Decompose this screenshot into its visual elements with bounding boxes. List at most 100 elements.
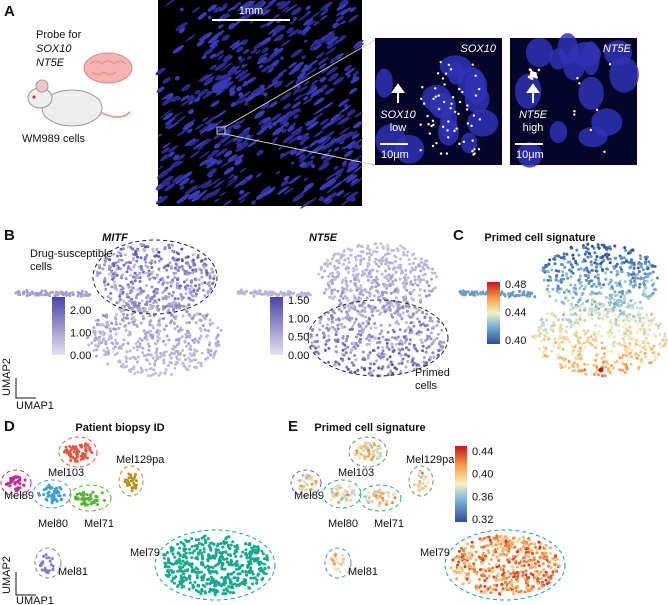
cell-point (403, 295, 407, 299)
tissue-blob (305, 67, 317, 76)
cell-point (232, 552, 236, 556)
cell-point (403, 341, 407, 344)
cell-point (123, 308, 126, 312)
cell-point (235, 567, 238, 571)
cluster-label: Mel103 (48, 467, 84, 479)
cell-point (425, 281, 429, 285)
cell-point (634, 344, 638, 348)
cell-point (82, 293, 86, 297)
cell-point (426, 334, 429, 338)
cell-point (417, 263, 421, 267)
cell-point (370, 457, 374, 461)
colorbar (52, 297, 65, 355)
cell-point (550, 268, 554, 272)
cell-point (394, 255, 398, 259)
cell-point (510, 293, 514, 297)
cell-point (424, 475, 428, 479)
cell-point (174, 271, 178, 275)
cell-point (92, 326, 96, 330)
tissue-blob (349, 7, 356, 13)
cell-point (411, 312, 415, 316)
tissue-blob (267, 67, 274, 74)
cell-point (403, 329, 407, 333)
cell-point (347, 271, 351, 274)
cell-point (642, 316, 646, 320)
cell-point (404, 278, 408, 282)
tissue-blob (207, 188, 221, 198)
cell-point (73, 459, 77, 463)
cell-point (193, 544, 197, 548)
cell-point (170, 243, 174, 247)
cell-point (327, 334, 331, 338)
tissue-blob (203, 47, 215, 56)
cell-point (349, 279, 353, 283)
cell-point (134, 323, 138, 327)
cell-point (554, 341, 558, 345)
cell-point (375, 246, 379, 250)
cell-point (479, 291, 483, 295)
cell-point (256, 549, 260, 553)
cell-point (162, 556, 166, 560)
cell-point (188, 577, 192, 581)
cell-point (261, 552, 265, 556)
tissue-blob (198, 150, 211, 159)
cell-point (420, 257, 424, 261)
cell-point (381, 291, 385, 294)
cell-point (618, 279, 622, 283)
cell-point (372, 441, 376, 445)
cell-point (47, 556, 51, 560)
cell-point (114, 320, 118, 324)
cell-point (187, 562, 191, 566)
cell-point (101, 267, 105, 271)
cell-point (413, 483, 416, 487)
tissue-blob (324, 101, 334, 108)
cell-point (174, 315, 178, 319)
cell-point (153, 254, 157, 258)
cell-point (402, 285, 406, 289)
cell-point (122, 247, 125, 251)
cell-point (426, 328, 430, 332)
tissue-blob (235, 69, 249, 80)
cell-point (504, 580, 508, 584)
tissue-blob (201, 180, 212, 189)
cell-point (468, 562, 471, 566)
cell-point (505, 551, 509, 555)
cell-point (196, 567, 200, 571)
cell-point (406, 359, 410, 363)
cell-point (97, 342, 101, 346)
cell-point (104, 350, 108, 354)
cell-point (575, 248, 579, 252)
cell-point (173, 555, 177, 559)
cell-point (421, 349, 425, 353)
cell-point (538, 326, 542, 330)
cell-point (570, 344, 574, 348)
cell-point (344, 499, 348, 503)
cell-point (235, 550, 238, 554)
tissue-blob (209, 39, 220, 48)
cell-point (337, 307, 341, 311)
cell-point (123, 480, 127, 484)
nucleus (447, 61, 465, 85)
cell-point (358, 457, 362, 460)
tissue-blob (288, 28, 300, 37)
tissue-blob (320, 65, 332, 74)
tissue-blob (237, 191, 251, 201)
cell-point (94, 336, 98, 340)
cell-point (136, 370, 140, 374)
rna-dot (419, 97, 423, 100)
cell-point (401, 306, 405, 310)
cell-point (341, 336, 345, 340)
cell-point (90, 500, 94, 504)
tissue-blob (174, 75, 180, 81)
cell-point (577, 279, 581, 282)
cell-point (157, 259, 161, 263)
cell-point (207, 329, 210, 333)
cell-point (368, 248, 372, 252)
cell-point (298, 486, 302, 490)
cell-point (203, 257, 207, 261)
cell-point (201, 543, 205, 547)
cell-point (345, 265, 349, 269)
cell-point (184, 256, 188, 260)
cell-point (335, 259, 339, 263)
tissue-blob (265, 80, 279, 90)
